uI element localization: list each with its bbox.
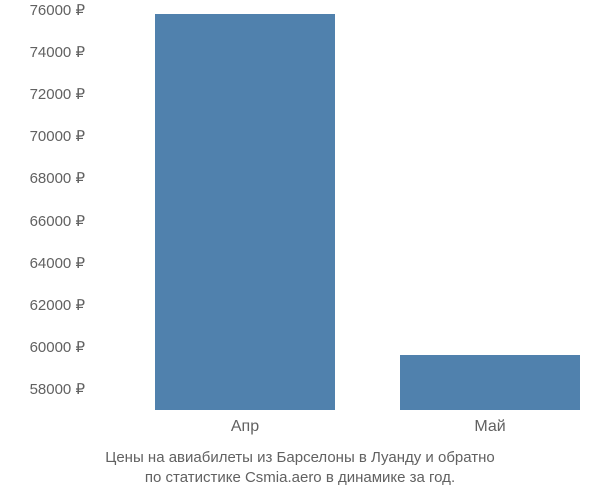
chart-caption: Цены на авиабилеты из Барселоны в Луанду… [0,448,600,489]
bar [400,355,580,410]
y-tick-label: 72000 ₽ [0,85,85,103]
y-tick-label: 60000 ₽ [0,338,85,356]
y-tick-label: 74000 ₽ [0,43,85,61]
y-tick-label: 66000 ₽ [0,212,85,230]
chart-container: 76000 ₽ 74000 ₽ 72000 ₽ 70000 ₽ 68000 ₽ 66000… [0,0,600,500]
y-tick-label: 70000 ₽ [0,127,85,145]
y-tick-label: 58000 ₽ [0,380,85,398]
y-tick-label: 64000 ₽ [0,254,85,272]
x-axis-labels: Апр Май [95,418,590,443]
y-tick-label: 76000 ₽ [0,1,85,19]
y-tick-label: 68000 ₽ [0,169,85,187]
y-axis: 76000 ₽74000 ₽72000 ₽70000 ₽68000 ₽66000… [0,10,90,410]
x-axis-label: Апр [231,418,259,436]
caption-line-2: по статистике Csmia.aero в динамике за г… [145,469,455,486]
caption-line-1: Цены на авиабилеты из Барселоны в Луанду… [105,449,495,466]
plot-area [95,10,590,410]
y-tick-label: 62000 ₽ [0,296,85,314]
x-axis-label: Май [474,418,505,436]
bar [155,14,335,410]
